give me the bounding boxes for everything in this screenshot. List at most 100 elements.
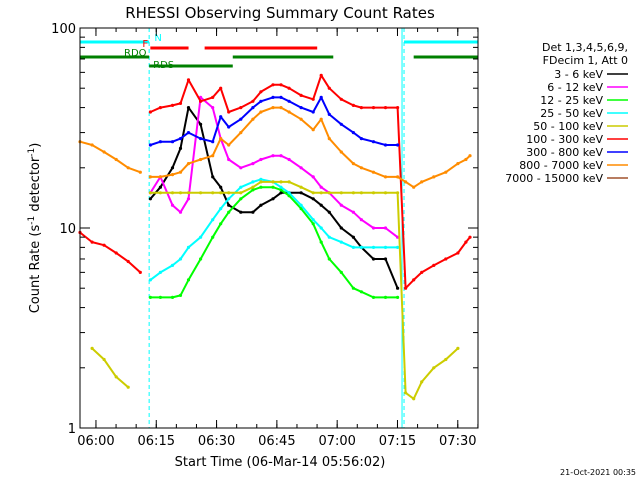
data-point-2-0-10 xyxy=(251,188,255,192)
data-point-5-1-16 xyxy=(311,97,315,101)
data-point-6-0-3 xyxy=(178,137,183,141)
data-point-7-1-5 xyxy=(199,157,203,162)
data-point-2-0-20 xyxy=(351,286,355,290)
data-point-5-1-12 xyxy=(271,83,275,87)
data-point-4-1-17 xyxy=(319,191,323,195)
data-point-2-0-12 xyxy=(271,185,275,189)
data-point-4-0-1 xyxy=(102,357,106,362)
y-axis: 1 10 100 xyxy=(51,22,478,437)
data-point-6-0-1 xyxy=(158,140,162,144)
data-point-7-1-8 xyxy=(227,143,231,147)
data-point-5-1-20 xyxy=(351,103,355,107)
data-point-0-0-3 xyxy=(178,146,183,150)
data-point-2-0-17 xyxy=(319,240,323,244)
chart-title: RHESSI Observing Summary Count Rates xyxy=(125,4,435,22)
x-tick-label-0: 06:00 xyxy=(77,434,114,449)
data-point-7-1-0 xyxy=(148,175,152,179)
data-point-2-0-11 xyxy=(259,185,263,189)
data-point-1-0-14 xyxy=(287,157,291,162)
data-point-7-1-9 xyxy=(239,131,243,135)
data-point-2-0-2 xyxy=(170,295,175,299)
data-point-5-1-24 xyxy=(396,106,400,110)
data-point-6-0-10 xyxy=(251,106,255,110)
data-point-5-1-29 xyxy=(444,257,448,261)
data-point-0-0-24 xyxy=(396,286,400,290)
data-point-0-0-16 xyxy=(311,197,315,201)
data-point-4-1-7 xyxy=(219,191,223,195)
x-axis-label: Start Time (06-Mar-14 05:56:02) xyxy=(175,455,386,470)
data-point-5-1-14 xyxy=(287,86,291,90)
data-point-5-1-11 xyxy=(259,90,263,94)
data-point-6-0-17 xyxy=(319,95,323,99)
data-point-1-0-12 xyxy=(271,154,275,158)
data-point-6-0-9 xyxy=(239,117,243,121)
data-point-5-1-4 xyxy=(186,78,191,82)
data-point-5-1-2 xyxy=(170,103,175,107)
data-point-0-0-17 xyxy=(319,203,323,207)
data-point-0-0-20 xyxy=(351,235,355,239)
data-point-4-1-9 xyxy=(239,191,243,195)
legend-header-1: FDecim 1, Att 0 xyxy=(543,54,628,67)
data-point-4-1-28 xyxy=(432,366,436,370)
data-point-2-0-8 xyxy=(227,210,231,214)
data-point-7-1-21 xyxy=(359,166,363,170)
data-point-7-1-16 xyxy=(311,128,315,132)
data-point-4-1-4 xyxy=(186,191,191,195)
data-point-4-1-12 xyxy=(271,180,275,184)
data-point-1-0-23 xyxy=(383,226,388,230)
data-point-7-1-10 xyxy=(251,117,255,121)
data-point-5-1-9 xyxy=(239,106,243,110)
data-point-4-0-0 xyxy=(90,346,94,350)
data-point-5-1-1 xyxy=(158,106,162,110)
data-point-7-1-20 xyxy=(351,162,355,166)
data-point-4-1-11 xyxy=(259,180,263,184)
data-point-3-0-0 xyxy=(148,278,152,282)
data-point-5-1-5 xyxy=(199,99,203,103)
legend-entry-8: 7000 - 15000 keV xyxy=(505,172,603,185)
data-point-3-0-13 xyxy=(279,185,283,189)
data-point-1-0-20 xyxy=(351,210,355,214)
data-point-4-1-16 xyxy=(311,191,315,195)
data-point-0-0-0 xyxy=(148,197,152,201)
data-point-3-0-19 xyxy=(339,240,343,244)
data-point-0-0-12 xyxy=(271,197,275,201)
data-point-6-0-2 xyxy=(170,140,175,144)
data-point-7-0-2 xyxy=(102,150,106,154)
data-point-6-0-11 xyxy=(259,99,263,103)
x-tick-label-5: 07:15 xyxy=(379,434,416,449)
state-label-2: RDO xyxy=(124,48,147,59)
data-point-5-1-32 xyxy=(468,235,472,239)
data-point-7-1-25 xyxy=(404,180,408,184)
data-point-5-1-22 xyxy=(371,106,376,110)
data-point-4-1-15 xyxy=(299,185,303,189)
data-point-3-0-18 xyxy=(327,235,331,239)
data-point-1-0-2 xyxy=(170,203,175,207)
data-point-7-0-1 xyxy=(90,143,94,147)
data-point-3-0-9 xyxy=(239,185,243,189)
data-point-4-1-2 xyxy=(170,191,175,195)
legend-entry-3: 25 - 50 keV xyxy=(540,107,603,120)
data-point-5-1-8 xyxy=(227,110,231,114)
data-point-3-0-15 xyxy=(299,203,303,207)
data-point-6-0-4 xyxy=(186,131,191,135)
data-point-3-0-20 xyxy=(351,245,355,249)
data-point-1-0-4 xyxy=(186,197,191,201)
data-point-6-0-8 xyxy=(227,125,231,129)
series-line-4-1 xyxy=(150,180,459,400)
legend-entry-6: 300 - 800 keV xyxy=(526,146,603,159)
data-point-2-0-15 xyxy=(299,207,303,211)
data-point-6-0-7 xyxy=(219,115,223,119)
data-point-5-1-13 xyxy=(279,83,283,87)
data-point-0-0-6 xyxy=(211,175,215,179)
data-point-1-0-16 xyxy=(311,175,315,179)
data-point-5-1-30 xyxy=(456,251,460,255)
data-point-3-0-22 xyxy=(371,245,376,249)
data-point-3-0-2 xyxy=(170,263,175,267)
legend-header-0: Det 1,3,4,5,6,9, xyxy=(542,41,628,54)
data-point-5-0-1 xyxy=(90,240,94,244)
data-point-7-1-28 xyxy=(432,175,436,179)
data-point-5-1-31 xyxy=(464,240,468,244)
data-point-4-1-6 xyxy=(211,191,215,195)
